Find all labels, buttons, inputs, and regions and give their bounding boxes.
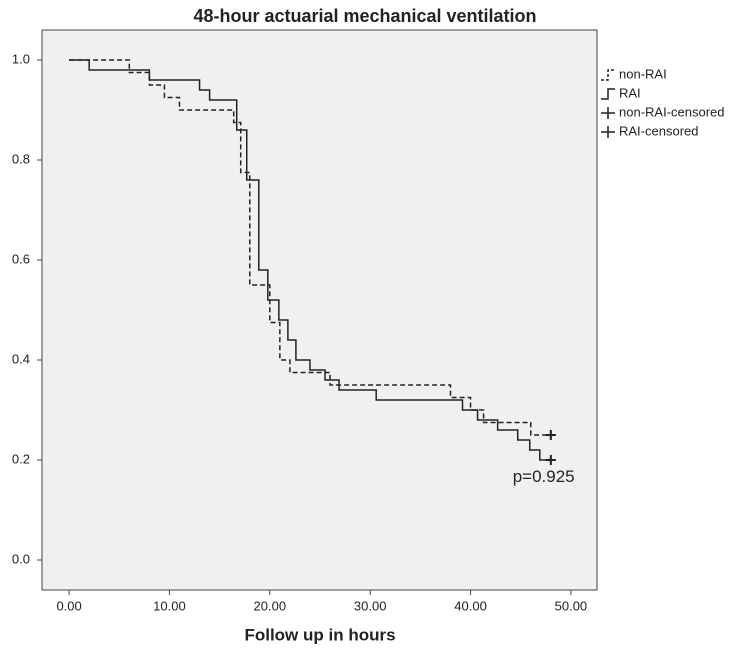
plot-area (41, 29, 598, 591)
legend-symbol (601, 88, 615, 100)
y-tick-label: 0.8 (12, 151, 30, 166)
survival-curve (69, 59, 551, 436)
legend-label: RAI-censored (619, 123, 698, 138)
legend-symbol (601, 69, 615, 81)
x-tick-label: 30.00 (354, 598, 387, 613)
legend-symbol (601, 126, 615, 138)
legend-label: non-RAI (619, 66, 667, 81)
y-tick-label: 0.2 (12, 451, 30, 466)
y-tick-label: 0.4 (12, 351, 30, 366)
legend-label: non-RAI-censored (619, 104, 725, 119)
x-tick-label: 20.00 (254, 598, 287, 613)
y-tick-label: 1.0 (12, 51, 30, 66)
censored-mark (545, 430, 556, 440)
legend-symbol (601, 107, 615, 119)
survival-curve (69, 59, 551, 461)
x-tick-label: 50.00 (555, 598, 588, 613)
x-tick-label: 40.00 (454, 598, 487, 613)
x-tick-label: 0.00 (56, 598, 81, 613)
annotation: p=0.925 (513, 467, 575, 486)
x-axis-label: Follow up in hours (244, 625, 395, 644)
legend-label: RAI (619, 85, 641, 100)
y-tick-label: 0.0 (12, 551, 30, 566)
chart-title: 48-hour actuarial mechanical ventilation (193, 6, 536, 26)
censored-mark (545, 455, 556, 465)
x-tick-label: 10.00 (153, 598, 186, 613)
y-tick-label: 0.6 (12, 251, 30, 266)
